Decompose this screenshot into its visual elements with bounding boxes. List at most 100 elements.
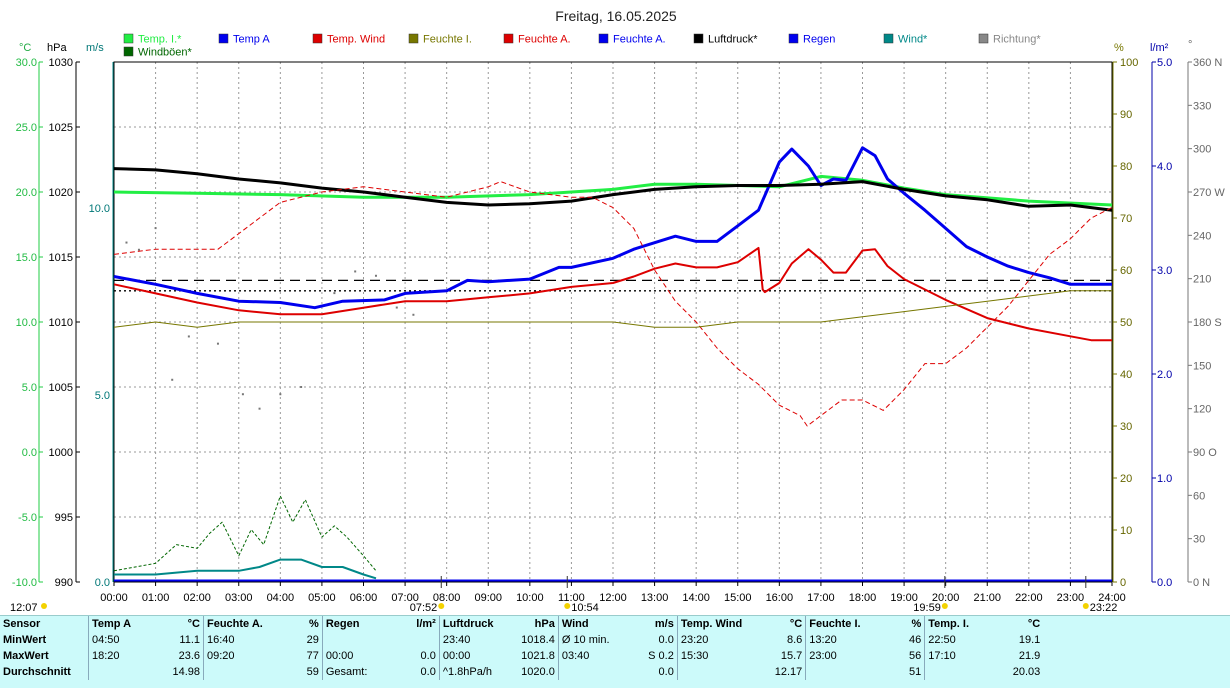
- stats-cell: m/s: [654, 618, 674, 630]
- humidity-tick-label: 70: [1120, 213, 1132, 225]
- legend-swatch: [123, 46, 134, 57]
- temp-tick-label: 0.0: [22, 447, 37, 459]
- rain-tick-label: 5.0: [1157, 57, 1172, 69]
- stats-cell: %: [309, 618, 319, 630]
- sun-icon: [1082, 603, 1089, 609]
- humidity-tick-label: 80: [1120, 161, 1132, 173]
- x-tick-label: 16:00: [766, 592, 794, 604]
- stats-cell: 12.17: [774, 666, 803, 678]
- stats-cell: [88, 664, 147, 680]
- wind-tick-label: 10.0: [89, 203, 110, 215]
- stats-row: MaxWert 18:20 23.6 09:20 77 00:00 0.0 00:00 1021…: [0, 648, 1043, 664]
- direction-point: [154, 227, 157, 230]
- humidity-tick-label: 50: [1120, 317, 1132, 329]
- stats-cell: 23:20: [676, 632, 746, 648]
- stats-cell: 21.9: [1018, 650, 1041, 662]
- stats-cell: Feuchte I.: [805, 616, 865, 632]
- series-line-7: [113, 495, 377, 572]
- wind-tick-label: 5.0: [95, 390, 110, 402]
- stats-cell: 23:40: [438, 632, 498, 648]
- stats-cell: 0.0: [658, 634, 674, 646]
- stats-cell: 03:40: [557, 648, 617, 664]
- x-tick-label: 03:00: [225, 592, 253, 604]
- stats-cell: 23:00: [805, 648, 865, 664]
- series-line-5: [113, 290, 1112, 328]
- stats-cell: 1018.4: [521, 634, 555, 646]
- legend-label: Feuchte I.: [423, 34, 472, 46]
- legend-swatch: [978, 33, 989, 44]
- series-line-6: [114, 558, 377, 580]
- x-tick-label: 18:00: [849, 592, 877, 604]
- x-tick-label: 09:00: [474, 592, 502, 604]
- legend-label: Temp A: [233, 34, 270, 46]
- legend-swatch: [312, 33, 323, 44]
- x-tick-label: 07:00: [391, 592, 419, 604]
- x-tick-label: 06:00: [350, 592, 378, 604]
- stats-cell: Temp. I.: [924, 616, 984, 632]
- x-tick-label: 15:00: [724, 592, 752, 604]
- stats-row: Sensor Temp A °C Feuchte A.% Regen l/m² Luftdr…: [0, 616, 1043, 632]
- rain-tick-label: 4.0: [1157, 161, 1172, 173]
- sun-icon: [941, 603, 948, 609]
- x-tick-label: 04:00: [267, 592, 295, 604]
- direction-point: [137, 248, 140, 251]
- sun-time-label: 07:52: [410, 602, 438, 614]
- weather-chart: 00:00 01:00 02:00 03:00 04:00 05:00 06:00 07:00…: [10, 8, 1225, 614]
- reference-lines: [114, 279, 1112, 292]
- pressure-tick-label: 995: [55, 512, 73, 524]
- stats-cell: 29: [306, 634, 319, 646]
- direction-point: [300, 386, 303, 388]
- stats-cell: [202, 664, 266, 680]
- stats-cell: 46: [909, 634, 922, 646]
- stats-cell: [381, 632, 440, 648]
- stats-cell: Durchschnitt: [3, 666, 71, 678]
- x-tick-label: 00:00: [100, 592, 128, 604]
- temp-tick-label: -5.0: [18, 512, 37, 524]
- humidity-tick-label: 30: [1120, 421, 1132, 433]
- stats-cell: l/m²: [416, 618, 436, 630]
- legend-swatch: [123, 33, 134, 44]
- temp-tick-label: -10.0: [12, 577, 37, 589]
- legend-label: Feuchte A.: [518, 34, 571, 46]
- direction-tick-label: 30: [1193, 534, 1205, 546]
- humidity-tick-label: 20: [1120, 473, 1132, 485]
- stats-cell: Luftdruck: [438, 616, 498, 632]
- sun-icon: [41, 603, 47, 609]
- temp-tick-label: 5.0: [22, 382, 37, 394]
- stats-cell: 04:50: [88, 632, 147, 648]
- stats-cell: °C: [187, 618, 200, 630]
- humidity-tick-label: 90: [1120, 109, 1132, 121]
- direction-point: [374, 274, 377, 277]
- pressure-tick-label: 1010: [49, 317, 73, 329]
- series-line-2: [113, 246, 1112, 342]
- direction-point: [395, 306, 398, 309]
- stats-cell: °C: [1027, 618, 1041, 630]
- stats-cell: 56: [909, 650, 922, 662]
- temp-tick-label: 25.0: [16, 122, 37, 134]
- stats-cell: [557, 664, 617, 680]
- stats-cell: 00:00: [438, 648, 498, 664]
- x-tick-label: 13:00: [641, 592, 669, 604]
- stats-cell: 51: [909, 666, 922, 678]
- stats-cell: 13:20: [805, 632, 865, 648]
- legend-label: Richtung*: [993, 34, 1041, 46]
- sun-icon: [438, 603, 445, 609]
- unit-rain: l/m²: [1150, 42, 1169, 54]
- direction-tick-label: 300: [1193, 144, 1211, 156]
- legend-label: Luftdruck*: [708, 34, 758, 46]
- direction-point: [258, 407, 261, 410]
- x-tick-label: 08:00: [433, 592, 461, 604]
- x-tick-label: 22:00: [1015, 592, 1043, 604]
- stats-cell: 0.0: [420, 666, 436, 678]
- stats-cell: 20.03: [1012, 666, 1041, 678]
- direction-tick-label: 60: [1193, 490, 1205, 502]
- rain-tick-label: 1.0: [1157, 473, 1172, 485]
- humidity-tick-label: 10: [1120, 525, 1132, 537]
- stats-cell: Temp A: [88, 616, 147, 632]
- direction-point: [241, 393, 244, 396]
- x-tick-label: 24:00: [1098, 592, 1126, 604]
- stats-cell: hPa: [534, 618, 555, 630]
- legend-label: Windböen*: [138, 47, 193, 59]
- x-tick-label: 23:00: [1057, 592, 1085, 604]
- direction-tick-label: 360 N: [1193, 57, 1222, 69]
